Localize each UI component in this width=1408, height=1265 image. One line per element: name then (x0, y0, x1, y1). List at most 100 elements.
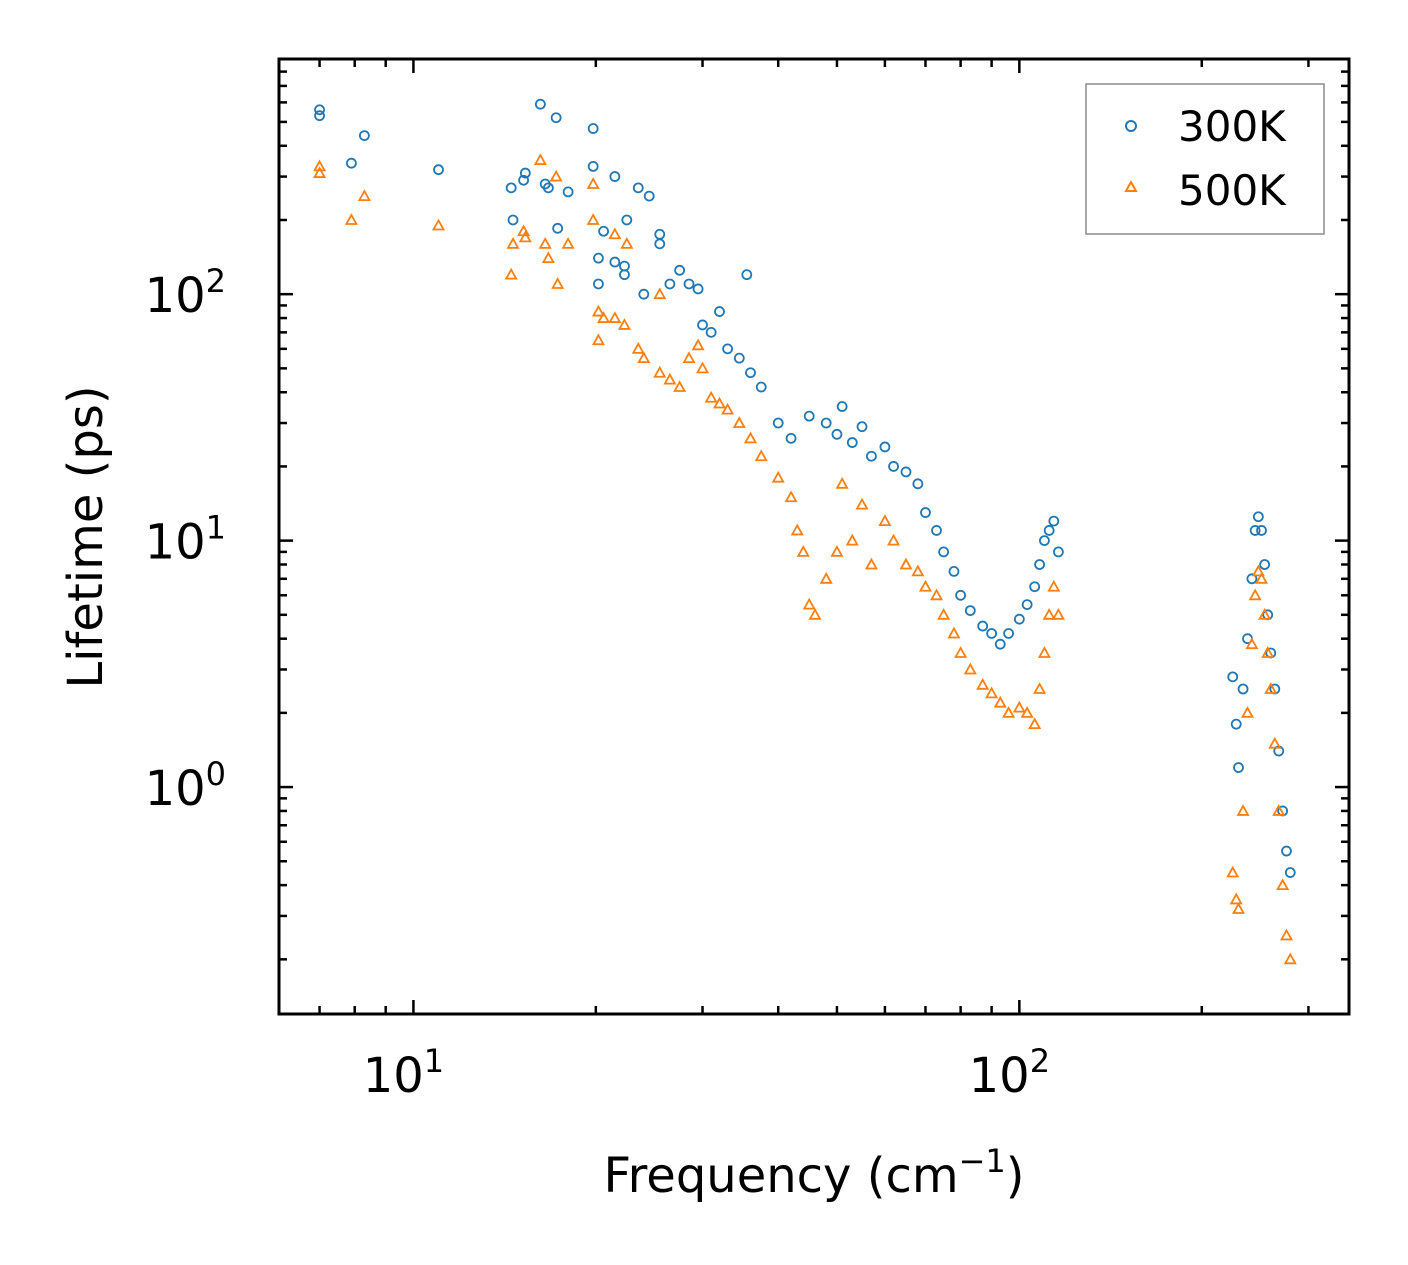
point-500k (620, 237, 634, 249)
point-500k (1261, 646, 1275, 658)
point-300k (836, 401, 848, 412)
point-300k (697, 319, 708, 331)
y-tick-label-base: 10 (145, 515, 206, 571)
point-300k (785, 432, 797, 444)
point-300k (1048, 515, 1060, 527)
point-500k (695, 361, 710, 374)
point-500k (1231, 902, 1246, 914)
point-500k (1051, 607, 1065, 620)
point-300k (638, 288, 650, 300)
point-500k (431, 218, 446, 231)
point-300k (803, 410, 815, 422)
point-500k (790, 523, 804, 536)
point-500k (1254, 571, 1269, 584)
legend: 300K 500K (1085, 83, 1325, 235)
point-500k (855, 497, 869, 510)
point-300k (920, 507, 931, 518)
point-300k (846, 437, 858, 448)
point-300k (1281, 845, 1292, 857)
point-500k (1047, 579, 1061, 592)
point-500k (597, 311, 611, 323)
legend-label-300k: 300K (1178, 102, 1287, 151)
point-300k (1227, 671, 1239, 683)
point-300k (772, 417, 784, 429)
point-500k (704, 390, 718, 403)
point-500k (538, 237, 552, 249)
y-tick-label-exponent: 2 (206, 262, 226, 300)
point-300k (692, 283, 704, 295)
y-tick-label-base: 10 (145, 268, 206, 324)
point-500k (937, 607, 951, 620)
point-300k (1034, 559, 1045, 570)
point-500k (691, 338, 705, 351)
point-500k (561, 237, 575, 249)
point-500k (1012, 700, 1026, 713)
point-300k (593, 278, 604, 290)
point-500k (918, 579, 933, 592)
point-300k (714, 306, 725, 317)
point-300k (593, 252, 604, 264)
point-500k (586, 213, 600, 225)
point-500k (1033, 682, 1047, 694)
point-300k (955, 589, 967, 601)
point-500k (1279, 928, 1294, 941)
x-tick-label-base: 10 (363, 1048, 424, 1104)
point-500k (721, 402, 735, 415)
point-500k (1283, 952, 1297, 965)
point-300k (755, 381, 767, 393)
point-300k (587, 160, 599, 172)
point-500k (504, 267, 518, 280)
point-500k (1028, 717, 1042, 730)
point-300k (345, 157, 357, 169)
x-axis-title-superscript: −1 (959, 1142, 1006, 1180)
point-500k (712, 396, 727, 409)
point-500k (976, 677, 990, 690)
point-500k (591, 304, 605, 317)
y-tick-label-exponent: 1 (206, 509, 226, 547)
y-tick-label: 102 (145, 262, 226, 324)
point-500k (1272, 804, 1286, 816)
point-300k (1256, 525, 1267, 536)
point-500k (954, 646, 968, 658)
point-500k (845, 533, 859, 546)
point-500k (1264, 682, 1278, 694)
point-500k (985, 686, 999, 699)
point-300k (507, 214, 519, 226)
point-500k (506, 237, 520, 249)
point-300k (1249, 525, 1261, 536)
x-axis-title: Frequency (cm−1) (603, 1142, 1024, 1204)
x-tick-label-base: 10 (969, 1048, 1030, 1104)
point-500k (608, 227, 622, 240)
point-300k (632, 182, 644, 194)
point-300k (314, 110, 325, 122)
point-500k (1226, 865, 1240, 878)
point-500k (1240, 706, 1255, 718)
point-300k (609, 256, 621, 268)
point-300k (619, 269, 630, 281)
point-300k (534, 98, 546, 110)
point-300k (964, 605, 976, 617)
point-300k (1021, 599, 1033, 611)
y-tick-label-base: 10 (145, 761, 206, 817)
point-500k (551, 277, 565, 289)
point-300k (856, 421, 868, 433)
point-300k (542, 182, 554, 194)
point-300k (938, 546, 950, 558)
y-tick-label-exponent: 0 (206, 755, 226, 793)
point-300k (733, 352, 745, 364)
point-300k (1230, 718, 1242, 730)
point-300k (986, 628, 998, 639)
point-300k (888, 461, 899, 472)
point-500k (947, 626, 961, 639)
point-500k (771, 470, 785, 483)
point-300k (879, 441, 891, 453)
point-300k (358, 130, 370, 141)
plot-frame (277, 57, 1351, 1016)
point-300k (1029, 581, 1041, 593)
point-500k (1042, 607, 1056, 620)
point-500k (682, 351, 696, 364)
point-500k (541, 251, 555, 264)
point-500k (808, 607, 822, 620)
